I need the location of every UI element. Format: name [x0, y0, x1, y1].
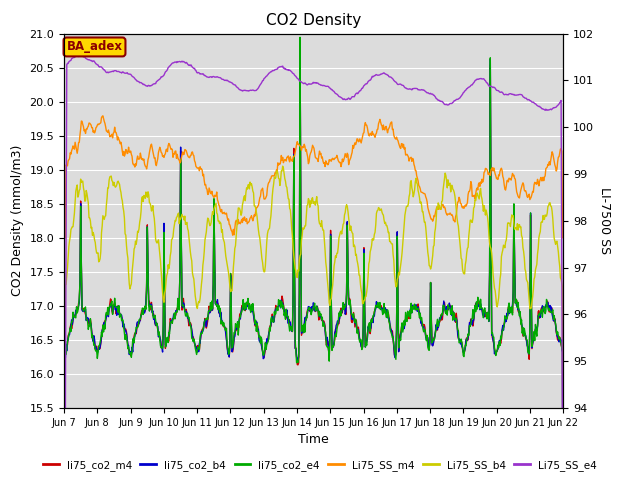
Title: CO2 Density: CO2 Density: [266, 13, 361, 28]
Li75_SS_b4: [279, 163, 287, 169]
li75_co2_e4: [296, 35, 304, 40]
Li75_SS_m4: [559, 235, 567, 240]
Line: li75_co2_e4: li75_co2_e4: [64, 37, 563, 480]
Li75_SS_b4: [374, 205, 382, 211]
Li75_SS_e4: [69, 55, 77, 61]
li75_co2_m4: [120, 325, 128, 331]
li75_co2_b4: [374, 301, 382, 307]
Li75_SS_m4: [389, 126, 397, 132]
Li75_SS_e4: [121, 71, 129, 76]
li75_co2_e4: [389, 334, 397, 340]
Li75_SS_m4: [374, 121, 382, 127]
Li75_SS_b4: [389, 252, 397, 257]
li75_co2_b4: [120, 324, 128, 330]
Li75_SS_b4: [172, 217, 179, 223]
Li75_SS_b4: [69, 224, 77, 229]
Li75_SS_m4: [60, 235, 68, 240]
li75_co2_b4: [198, 328, 205, 334]
li75_co2_b4: [389, 335, 397, 341]
Y-axis label: LI-7500 SS: LI-7500 SS: [598, 187, 611, 254]
Li75_SS_e4: [374, 72, 382, 78]
li75_co2_m4: [69, 316, 77, 322]
Line: li75_co2_b4: li75_co2_b4: [64, 38, 563, 480]
li75_co2_e4: [120, 329, 128, 335]
Li75_SS_b4: [198, 281, 205, 287]
Text: BA_adex: BA_adex: [67, 40, 122, 53]
Li75_SS_e4: [389, 76, 397, 82]
Li75_SS_m4: [99, 113, 107, 119]
li75_co2_e4: [374, 301, 382, 307]
Legend: li75_co2_m4, li75_co2_b4, li75_co2_e4, Li75_SS_m4, Li75_SS_b4, Li75_SS_e4: li75_co2_m4, li75_co2_b4, li75_co2_e4, L…: [39, 456, 601, 475]
li75_co2_m4: [374, 304, 382, 310]
Line: Li75_SS_e4: Li75_SS_e4: [64, 55, 563, 480]
Li75_SS_m4: [198, 167, 206, 173]
li75_co2_m4: [198, 329, 205, 335]
Line: Li75_SS_b4: Li75_SS_b4: [64, 166, 563, 480]
Li75_SS_e4: [76, 52, 84, 58]
Li75_SS_m4: [121, 151, 129, 157]
Li75_SS_m4: [172, 148, 180, 154]
X-axis label: Time: Time: [298, 433, 329, 446]
Line: Li75_SS_m4: Li75_SS_m4: [64, 116, 563, 238]
li75_co2_b4: [69, 317, 77, 323]
li75_co2_b4: [172, 316, 179, 322]
li75_co2_e4: [172, 316, 179, 322]
li75_co2_m4: [172, 314, 179, 320]
li75_co2_e4: [69, 309, 77, 315]
Line: li75_co2_m4: li75_co2_m4: [64, 38, 563, 480]
li75_co2_e4: [198, 331, 205, 336]
Li75_SS_e4: [172, 59, 180, 65]
li75_co2_b4: [296, 36, 304, 41]
Li75_SS_e4: [198, 71, 206, 77]
li75_co2_m4: [389, 336, 397, 342]
li75_co2_m4: [296, 36, 304, 41]
Y-axis label: CO2 Density (mmol/m3): CO2 Density (mmol/m3): [11, 145, 24, 297]
Li75_SS_m4: [69, 143, 77, 149]
Li75_SS_b4: [120, 215, 128, 221]
